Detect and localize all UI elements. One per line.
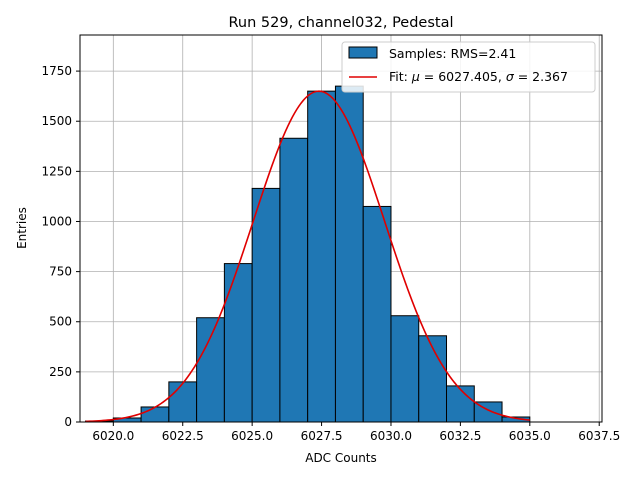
x-tick-label: 6035.0 xyxy=(509,429,551,443)
x-tick-label: 6037.5 xyxy=(578,429,620,443)
histogram-bar xyxy=(279,137,309,423)
histogram-bar xyxy=(168,381,198,423)
y-tick-label: 250 xyxy=(49,365,72,379)
x-tick-label: 6027.5 xyxy=(301,429,343,443)
histogram-bar xyxy=(334,85,364,423)
chart-title: Run 529, channel032, Pedestal xyxy=(228,15,453,31)
plot-frame xyxy=(79,34,603,423)
fit-curve xyxy=(85,90,530,423)
y-tick-label: 750 xyxy=(49,265,72,279)
histogram-bar xyxy=(307,90,336,423)
histogram-bar xyxy=(196,317,225,423)
histogram-bar xyxy=(362,205,392,423)
x-axis-ticks: 6020.0 6022.5 6025.0 6027.5 6030.0 6032.5 6035… xyxy=(92,422,620,443)
x-tick-label: 6032.5 xyxy=(439,429,481,443)
y-axis-ticks: 0 250 500 750 1000 1250 1500 1750 xyxy=(41,64,80,429)
y-tick-label: 1750 xyxy=(41,64,72,78)
legend-label-fit: Fit: μ = 6027.405, σ = 2.367 xyxy=(389,69,568,84)
y-tick-label: 1500 xyxy=(41,114,72,128)
x-tick-label: 6030.0 xyxy=(370,429,412,443)
legend-label-samples: Samples: RMS=2.41 xyxy=(389,46,516,61)
histogram-bar xyxy=(251,187,281,423)
y-tick-label: 0 xyxy=(64,415,72,429)
histogram-bar xyxy=(390,315,420,423)
histogram-bar xyxy=(418,335,448,423)
histogram-bar xyxy=(446,385,475,423)
x-tick-label: 6020.0 xyxy=(92,429,134,443)
y-tick-label: 1250 xyxy=(41,164,72,178)
y-axis-label: Entries xyxy=(15,207,29,249)
y-tick-label: 1000 xyxy=(41,214,72,228)
x-axis-label: ADC Counts xyxy=(305,451,377,465)
y-tick-label: 500 xyxy=(49,315,72,329)
histogram-bar xyxy=(223,263,253,423)
x-tick-label: 6022.5 xyxy=(162,429,204,443)
legend-swatch-samples xyxy=(348,46,378,59)
x-tick-label: 6025.0 xyxy=(231,429,273,443)
legend: Samples: RMS=2.41 Fit: μ = 6027.405, σ =… xyxy=(341,41,596,93)
histogram-bar xyxy=(140,406,170,423)
legend-box xyxy=(341,41,596,93)
